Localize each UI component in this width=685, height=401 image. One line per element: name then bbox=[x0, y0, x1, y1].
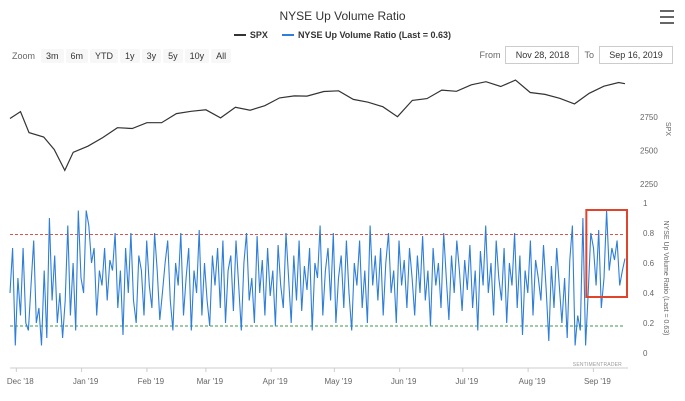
to-date-input[interactable]: Sep 16, 2019 bbox=[599, 46, 673, 64]
zoom-button-5y[interactable]: 5y bbox=[163, 49, 183, 63]
x-tick-label: Aug '19 bbox=[519, 377, 546, 386]
legend: SPX NYSE Up Volume Ratio (Last = 0.63) bbox=[0, 30, 685, 40]
legend-item-ratio[interactable]: NYSE Up Volume Ratio (Last = 0.63) bbox=[281, 30, 452, 40]
x-tick-label: Feb '19 bbox=[138, 377, 165, 386]
spx-axis-title: SPX bbox=[664, 122, 671, 136]
x-tick-label: Dec '18 bbox=[7, 377, 34, 386]
ratio-axis-title: NYSE Up Volume Ratio (Last = 0.63) bbox=[662, 221, 669, 336]
from-label: From bbox=[479, 50, 501, 60]
ratio-y-tick-label: 0 bbox=[643, 349, 648, 358]
x-tick-label: Jun '19 bbox=[391, 377, 417, 386]
spx-series-line bbox=[9, 79, 626, 172]
legend-swatch-ratio bbox=[281, 34, 294, 36]
legend-label-ratio: NYSE Up Volume Ratio (Last = 0.63) bbox=[297, 30, 452, 40]
to-label: To bbox=[584, 50, 594, 60]
zoom-button-10y[interactable]: 10y bbox=[184, 49, 210, 63]
zoom-button-6m[interactable]: 6m bbox=[65, 49, 89, 63]
spx-y-tick-label: 2500 bbox=[640, 146, 658, 155]
x-tick-label: May '19 bbox=[324, 377, 352, 386]
x-tick-label: Jan '19 bbox=[73, 377, 99, 386]
ratio-y-tick-label: 0.4 bbox=[643, 289, 655, 298]
from-date-input[interactable]: Nov 28, 2018 bbox=[505, 46, 580, 64]
chart-title: NYSE Up Volume Ratio bbox=[279, 9, 406, 23]
ratio-y-tick-label: 1 bbox=[643, 199, 648, 208]
ratio-series-line bbox=[9, 210, 626, 346]
highlight-box bbox=[585, 209, 628, 298]
zoom-button-ytd[interactable]: YTD bbox=[90, 49, 119, 63]
ratio-y-tick-label: 0.6 bbox=[643, 259, 655, 268]
zoom-button-3m[interactable]: 3m bbox=[41, 49, 64, 63]
zoom-button-all[interactable]: All bbox=[211, 49, 232, 63]
ratio-y-tick-label: 0.2 bbox=[643, 319, 655, 328]
zoom-bar: Zoom 3m 6m YTD 1y 3y 5y 10y All bbox=[12, 49, 232, 63]
date-range: From Nov 28, 2018 To Sep 16, 2019 bbox=[479, 46, 673, 64]
x-tick-label: Jul '19 bbox=[455, 377, 478, 386]
zoom-label: Zoom bbox=[12, 51, 36, 61]
spx-y-tick-label: 2750 bbox=[640, 113, 658, 122]
zoom-button-1y[interactable]: 1y bbox=[120, 49, 140, 63]
legend-label-spx: SPX bbox=[249, 30, 268, 40]
hamburger-menu-icon[interactable] bbox=[660, 10, 674, 24]
legend-item-spx[interactable]: SPX bbox=[233, 30, 268, 40]
x-tick-label: Mar '19 bbox=[197, 377, 224, 386]
credit-text: SENTIMENTRADER bbox=[573, 362, 622, 368]
zoom-button-3y[interactable]: 3y bbox=[141, 49, 162, 63]
legend-swatch-spx bbox=[233, 34, 246, 36]
x-tick-label: Sep '19 bbox=[584, 377, 611, 386]
spx-y-tick-label: 2250 bbox=[640, 180, 658, 189]
x-tick-label: Apr '19 bbox=[263, 377, 289, 386]
ratio-y-tick-label: 0.8 bbox=[643, 229, 655, 238]
